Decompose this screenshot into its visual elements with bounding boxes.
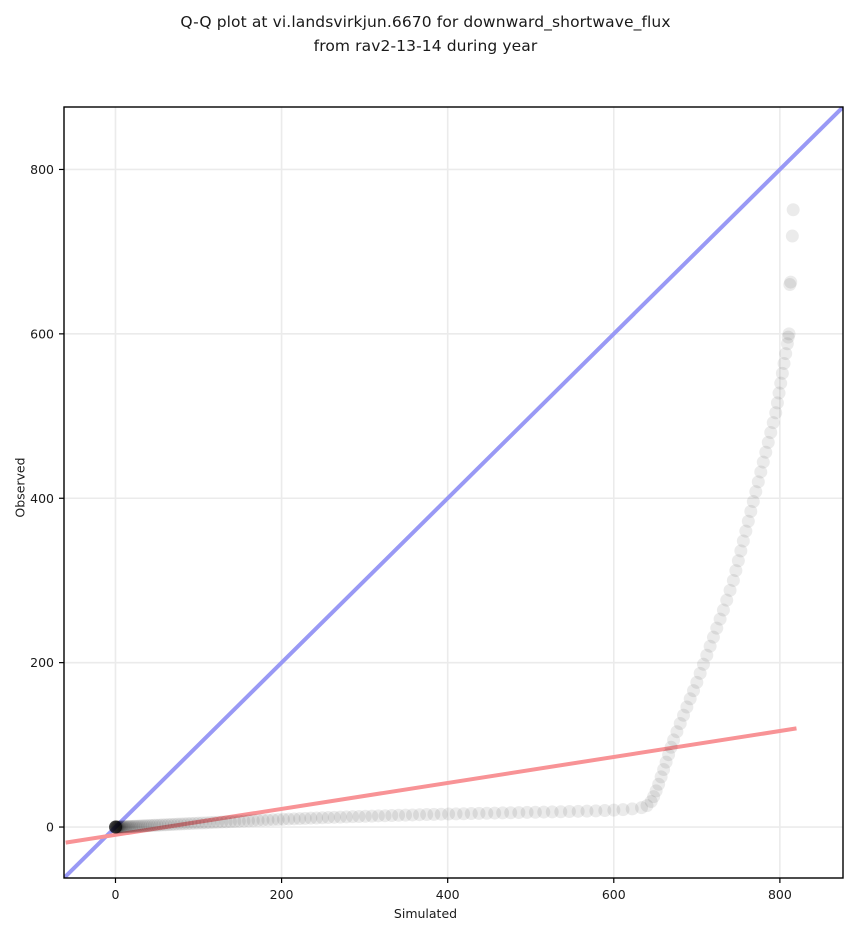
svg-text:200: 200 [30, 655, 54, 670]
svg-text:0: 0 [46, 820, 54, 835]
scatter-points [108, 203, 800, 834]
x-axis-ticks: 0 200 400 600 800 [112, 878, 792, 902]
page-title: Q-Q plot at vi.landsvirkjun.6670 for dow… [180, 13, 671, 55]
svg-text:600: 600 [30, 326, 54, 341]
y-axis-label: Observed [12, 457, 28, 518]
svg-text:400: 400 [30, 491, 54, 506]
gridlines [64, 107, 843, 878]
x-axis-label: Simulated [393, 906, 458, 921]
axes-frame [63, 106, 844, 879]
y-axis-ticks: 0 200 400 600 800 [30, 162, 64, 835]
svg-text:600: 600 [602, 887, 626, 902]
svg-text:0: 0 [112, 887, 120, 902]
svg-text:200: 200 [270, 887, 294, 902]
svg-text:800: 800 [768, 887, 792, 902]
svg-text:800: 800 [30, 162, 54, 177]
reference-lines [64, 107, 843, 878]
svg-text:400: 400 [436, 887, 460, 902]
